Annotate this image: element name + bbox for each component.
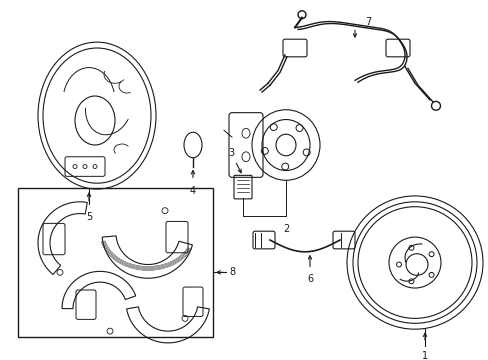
Bar [18,188,213,337]
Text: 5: 5 [86,212,92,221]
Text: 2: 2 [282,224,288,234]
Text: 1: 1 [421,351,427,360]
Text: 7: 7 [364,17,370,27]
Text: 4: 4 [189,186,196,196]
Text: 6: 6 [306,274,312,284]
Text: 8: 8 [228,267,235,277]
Text: 3: 3 [227,148,234,158]
